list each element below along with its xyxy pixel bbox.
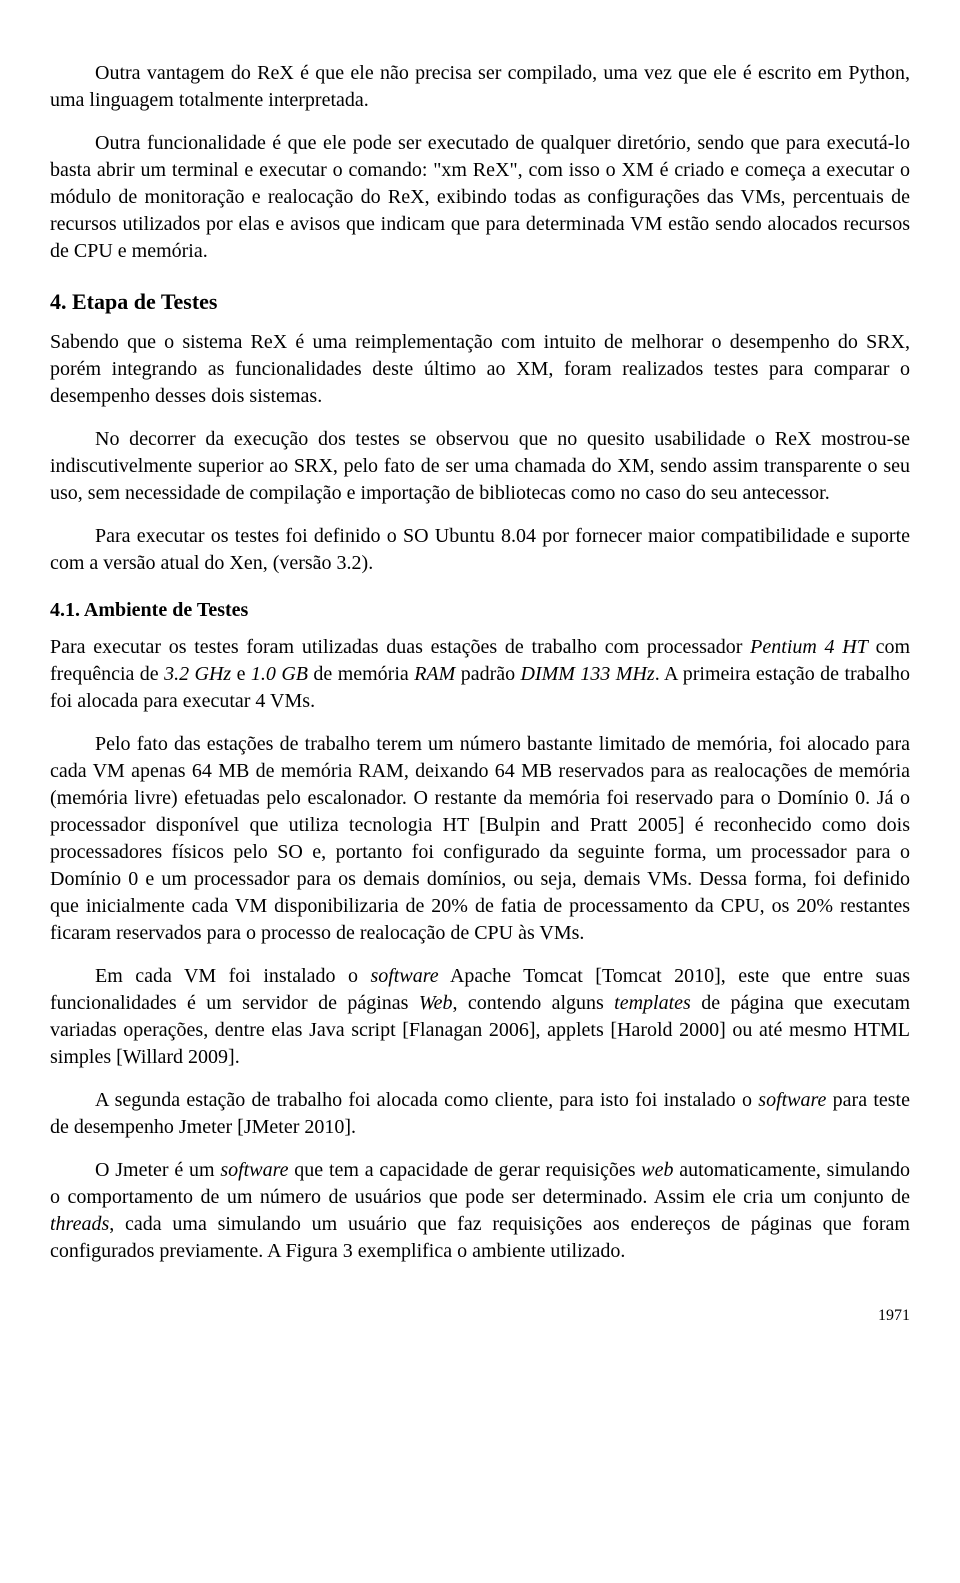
text-run: , cada uma simulando um usuário que faz … [50, 1213, 910, 1262]
heading-section-4: 4. Etapa de Testes [50, 287, 910, 317]
text-run: , contendo alguns [453, 992, 615, 1014]
italic-software-3: software [220, 1159, 288, 1181]
italic-gb: 1.0 GB [251, 663, 308, 685]
text-run: que tem a capacidade de gerar requisiçõe… [289, 1159, 642, 1181]
italic-threads: threads [50, 1213, 109, 1235]
paragraph-s41-4: A segunda estação de trabalho foi alocad… [50, 1087, 910, 1141]
paragraph-s41-1: Para executar os testes foram utilizadas… [50, 634, 910, 715]
paragraph-s41-2: Pelo fato das estações de trabalho terem… [50, 731, 910, 947]
page-number: 1971 [50, 1305, 910, 1327]
text-run: Para executar os testes foram utilizadas… [50, 636, 750, 658]
paragraph-intro-1: Outra vantagem do ReX é que ele não prec… [50, 60, 910, 114]
paragraph-s4-3: Para executar os testes foi definido o S… [50, 523, 910, 577]
italic-ghz: 3.2 GHz [164, 663, 231, 685]
italic-web: Web [419, 992, 453, 1014]
heading-section-4-1: 4.1. Ambiente de Testes [50, 597, 910, 624]
text-run: de memória [308, 663, 414, 685]
text-run: O Jmeter é um [95, 1159, 220, 1181]
paragraph-s4-1: Sabendo que o sistema ReX é uma reimplem… [50, 329, 910, 410]
italic-ram: RAM [414, 663, 455, 685]
italic-software-2: software [758, 1089, 826, 1111]
paragraph-s41-5: O Jmeter é um software que tem a capacid… [50, 1157, 910, 1265]
italic-web-2: web [641, 1159, 673, 1181]
paragraph-intro-2: Outra funcionalidade é que ele pode ser … [50, 130, 910, 265]
italic-software-1: software [370, 965, 438, 987]
text-run: A segunda estação de trabalho foi alocad… [95, 1089, 758, 1111]
text-run: e [231, 663, 251, 685]
paragraph-s4-2: No decorrer da execução dos testes se ob… [50, 426, 910, 507]
italic-dimm: DIMM 133 MHz [521, 663, 655, 685]
text-run: Em cada VM foi instalado o [95, 965, 370, 987]
italic-pentium: Pentium 4 HT [750, 636, 868, 658]
italic-templates: templates [614, 992, 691, 1014]
paragraph-s41-3: Em cada VM foi instalado o software Apac… [50, 963, 910, 1071]
text-run: padrão [455, 663, 520, 685]
